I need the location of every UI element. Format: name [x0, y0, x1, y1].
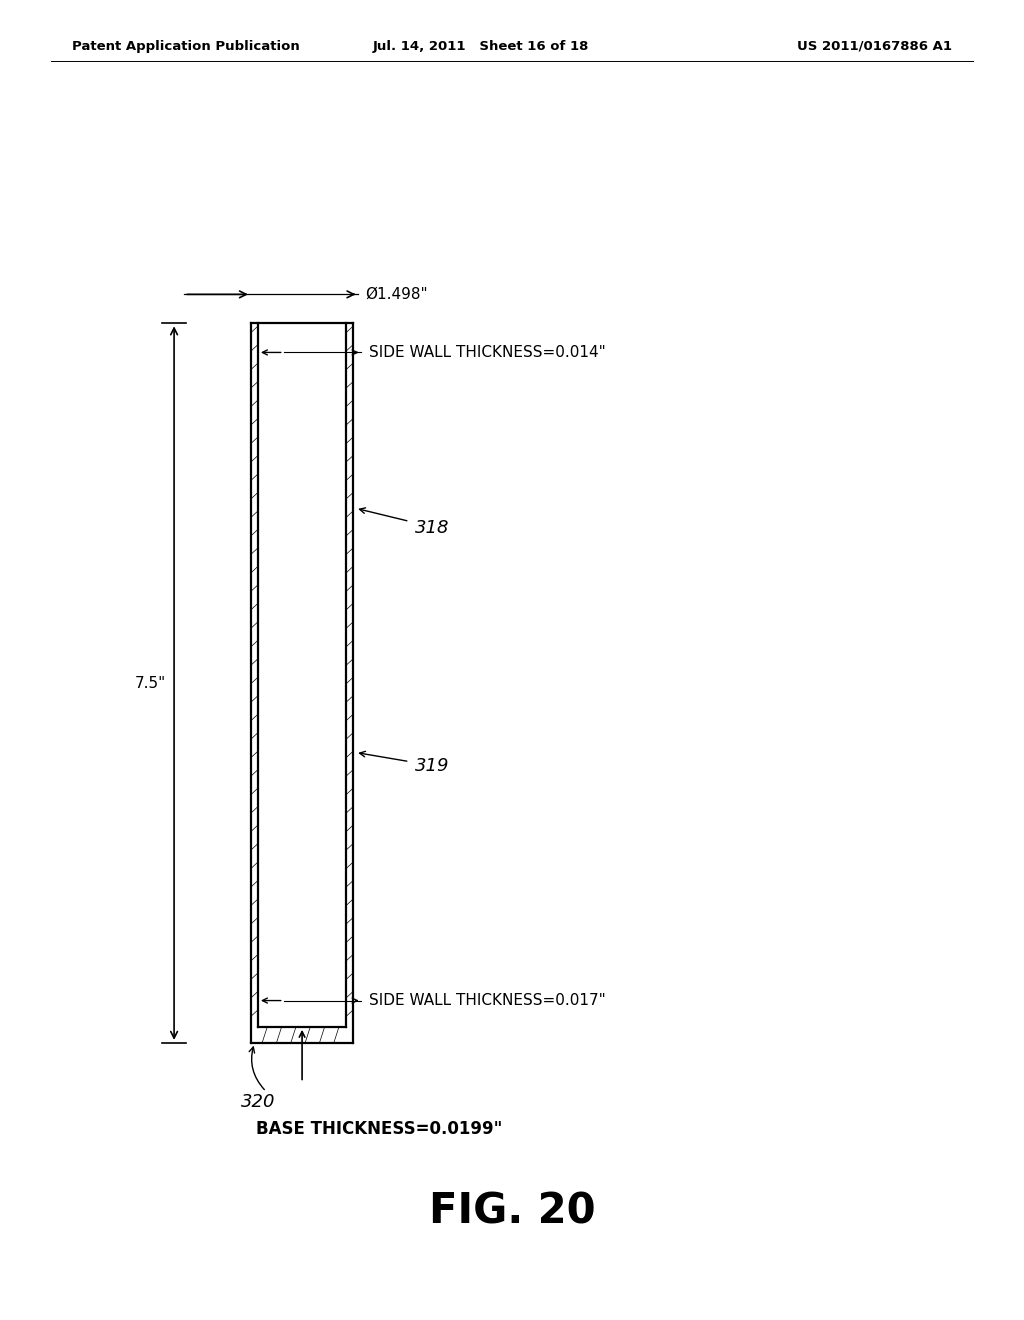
Text: 320: 320 [241, 1093, 275, 1111]
Text: SIDE WALL THICKNESS=0.017": SIDE WALL THICKNESS=0.017" [369, 993, 605, 1008]
Text: Ø1.498": Ø1.498" [366, 286, 428, 302]
Text: Patent Application Publication: Patent Application Publication [72, 40, 299, 53]
Text: 319: 319 [415, 756, 450, 775]
Text: SIDE WALL THICKNESS=0.014": SIDE WALL THICKNESS=0.014" [369, 345, 605, 360]
Text: FIG. 20: FIG. 20 [429, 1191, 595, 1233]
Text: US 2011/0167886 A1: US 2011/0167886 A1 [798, 40, 952, 53]
Text: BASE THICKNESS=0.0199": BASE THICKNESS=0.0199" [256, 1119, 503, 1138]
Text: 318: 318 [415, 519, 450, 537]
Text: 7.5": 7.5" [134, 676, 166, 690]
Text: Jul. 14, 2011   Sheet 16 of 18: Jul. 14, 2011 Sheet 16 of 18 [373, 40, 590, 53]
